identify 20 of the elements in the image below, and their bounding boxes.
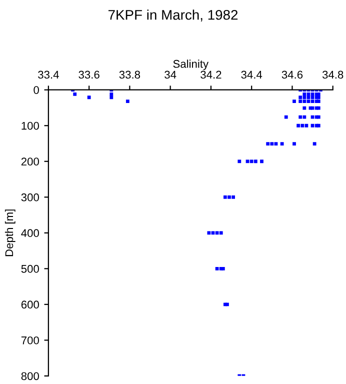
x-tick-label: 34.6 (282, 70, 303, 79)
x-tick-label: 34.2 (200, 70, 222, 79)
y-tick-label: 0 (34, 86, 39, 94)
y-tick-label: 800 (21, 372, 39, 380)
x-tick-label: 33.6 (78, 70, 100, 79)
x-tick-label: 34 (164, 70, 176, 79)
y-axis-title: Depth [m] (4, 210, 16, 256)
y-tick-label: 700 (21, 336, 39, 344)
x-tick-label: 33.4 (38, 70, 59, 79)
x-tick-label: 34.4 (241, 70, 262, 79)
x-tick-label: 33.8 (119, 70, 140, 79)
y-tick-label: 300 (21, 193, 39, 202)
y-tick-label: 600 (21, 300, 39, 309)
x-tick-label: 34.8 (322, 70, 344, 79)
y-tick-label: 200 (21, 158, 39, 166)
y-tick-label: 500 (21, 264, 39, 273)
chart-title: 7KPF in March, 1982 (108, 10, 238, 22)
y-tick-label: 100 (22, 122, 39, 130)
y-tick-label: 400 (21, 229, 39, 238)
x-axis-title: Salinity (173, 60, 209, 70)
